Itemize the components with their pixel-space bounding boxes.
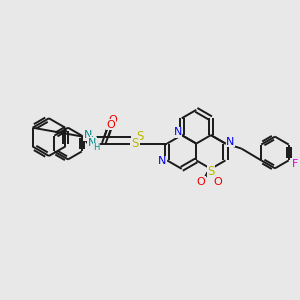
Text: N: N [83,130,92,140]
Text: H: H [94,143,100,152]
Text: N: N [174,127,182,137]
Text: O: O [106,120,115,130]
Text: O: O [108,115,117,125]
Text: N: N [158,156,166,167]
Text: F: F [292,159,298,170]
Text: H: H [90,136,97,145]
Text: O: O [196,177,205,187]
Text: O: O [213,177,222,187]
Text: S: S [132,137,139,150]
Text: N: N [226,136,235,147]
Text: S: S [136,130,144,142]
Text: S: S [207,165,214,178]
Text: N: N [88,138,96,148]
